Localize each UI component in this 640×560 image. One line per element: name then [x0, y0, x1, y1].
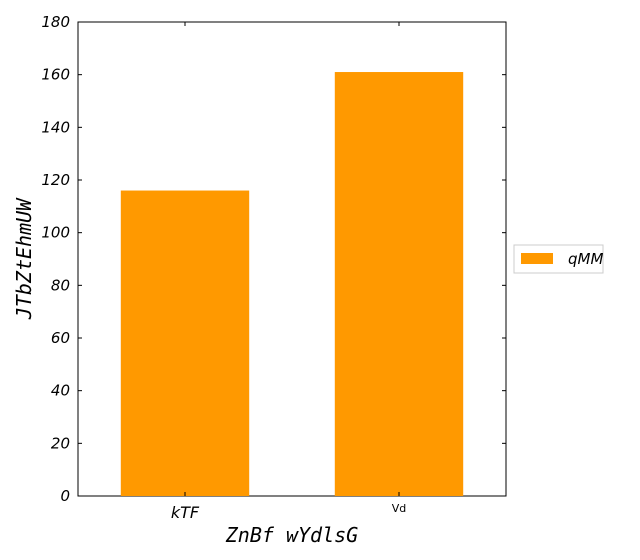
- x-axis: kTF Vd: [171, 22, 406, 522]
- bar-series: [120, 72, 464, 497]
- legend-label: qMM: [568, 250, 603, 268]
- y-tick-label: 140: [41, 118, 70, 136]
- y-tick-label: 80: [51, 276, 70, 294]
- y-tick-label: 180: [41, 13, 70, 31]
- y-tick-label: 120: [41, 171, 70, 189]
- legend: qMM: [513, 244, 604, 274]
- y-tick-label: 20: [51, 434, 70, 452]
- y-axis: 0 20 40 60 80 100 120 140 160 180: [41, 13, 506, 505]
- x-tick-label: Vd: [392, 502, 407, 515]
- x-axis-title: ZnBf wYdlsG: [225, 523, 358, 547]
- y-tick-label: 100: [41, 224, 70, 242]
- x-tick-label: kTF: [171, 503, 200, 522]
- y-tick-label: 40: [51, 382, 70, 400]
- bar: [120, 190, 250, 497]
- y-tick-label: 160: [41, 66, 70, 84]
- y-tick-label: 0: [60, 487, 70, 505]
- bar: [334, 72, 464, 497]
- y-axis-title: JTbZtEhmUW: [12, 197, 36, 320]
- legend-swatch: [521, 253, 553, 264]
- y-tick-label: 60: [51, 329, 70, 347]
